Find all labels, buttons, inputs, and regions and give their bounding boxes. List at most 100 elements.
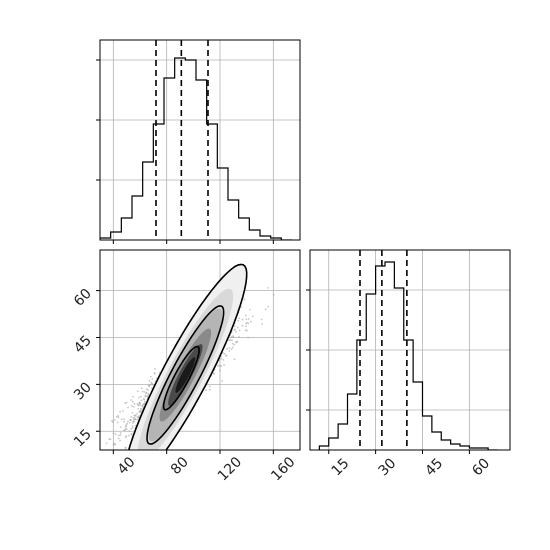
scatter-point — [245, 314, 247, 317]
histogram-y — [318, 261, 498, 450]
scatter-point — [120, 418, 123, 421]
grid-lines — [310, 250, 510, 450]
x-tick-label: 60 — [469, 455, 493, 479]
scatter-point — [218, 364, 221, 367]
scatter-point — [222, 359, 225, 361]
y-tick-label: 15 — [71, 426, 95, 450]
scatter-point — [108, 438, 111, 441]
scatter-point — [70, 463, 72, 465]
scatter-point — [124, 447, 127, 450]
scatter-point — [231, 342, 234, 345]
scatter-point — [124, 428, 127, 430]
scatter-point — [220, 357, 223, 360]
scatter-point — [139, 404, 142, 406]
scatter-point — [127, 420, 129, 423]
scatter-point — [119, 434, 122, 436]
scatter-point — [137, 408, 140, 410]
scatter-point — [272, 293, 275, 296]
scatter-point — [243, 298, 246, 301]
density-level — [175, 357, 196, 393]
scatter-point — [114, 443, 117, 446]
scatter-point — [225, 354, 227, 357]
scatter-point — [138, 414, 141, 417]
scatter-point — [127, 406, 129, 409]
histogram-x — [100, 57, 292, 240]
scatter-point — [233, 358, 236, 361]
scatter-point — [131, 426, 134, 429]
x-tick-label: 45 — [422, 455, 446, 479]
scatter-point — [251, 315, 254, 318]
scatter-point — [205, 389, 208, 392]
scatter-point — [231, 339, 233, 342]
axes-frame — [99, 39, 301, 241]
scatter-point — [96, 444, 98, 446]
joint-scatter-panel: 40 80 120 160 15 30 45 60 — [70, 249, 301, 484]
scatter-point — [140, 463, 142, 465]
scatter-point — [212, 372, 215, 375]
scatter-point — [246, 329, 248, 332]
scatter-point — [117, 437, 120, 440]
scatter-point — [151, 383, 154, 386]
scatter-point — [149, 375, 152, 378]
scatter-point — [112, 443, 115, 446]
scatter-point — [226, 348, 229, 350]
scatter-point — [139, 402, 141, 404]
scatter-point — [236, 340, 239, 343]
scatter-point — [123, 429, 125, 432]
scatter-point — [144, 395, 147, 398]
scatter-point — [143, 391, 146, 393]
scatter-point — [122, 420, 125, 423]
scatter-point — [233, 325, 236, 328]
scatter-point — [130, 427, 133, 430]
scatter-point — [114, 433, 117, 436]
scatter-point — [138, 411, 141, 413]
contour-line — [146, 305, 225, 445]
scatter-point — [114, 419, 116, 421]
x-tick-label: 120 — [215, 454, 245, 484]
x-tick-label: 40 — [115, 454, 139, 478]
scatter-point — [233, 343, 236, 346]
axis-ticks: 15 30 45 60 — [306, 289, 493, 479]
scatter-point — [119, 426, 122, 428]
scatter-point — [158, 371, 161, 374]
scatter-point — [147, 392, 150, 395]
scatter-point — [130, 434, 133, 436]
scatter-point — [124, 426, 127, 428]
scatter-point — [264, 308, 267, 311]
scatter-point — [217, 364, 220, 367]
scatter-point — [219, 369, 221, 372]
scatter-point — [136, 402, 139, 405]
scatter-point — [139, 409, 142, 412]
scatter-point — [145, 392, 147, 395]
scatter-point — [140, 399, 143, 402]
scatter-point — [228, 347, 231, 349]
density-shading — [128, 264, 247, 450]
scatter-point — [245, 325, 248, 327]
scatter-point — [132, 396, 135, 398]
scatter-point — [115, 415, 118, 418]
scatter-point — [223, 352, 226, 355]
scatter-point — [134, 424, 137, 427]
scatter-point — [220, 355, 223, 358]
scatter-point — [117, 414, 119, 417]
scatter-point — [131, 412, 134, 414]
scatter-point — [151, 387, 153, 389]
scatter-point — [249, 308, 251, 311]
scatter-point — [128, 434, 130, 437]
scatter-point — [267, 305, 269, 308]
scatter-point — [138, 396, 140, 399]
scatter-point — [230, 348, 233, 351]
scatter-point — [131, 400, 134, 403]
scatter-point — [208, 388, 211, 391]
scatter-point — [112, 432, 115, 435]
x-tick-label: 30 — [375, 455, 399, 479]
scatter-point — [140, 395, 142, 398]
scatter-point — [141, 408, 143, 411]
scatter-point — [136, 418, 139, 421]
scatter-point — [93, 476, 95, 478]
scatter-point — [130, 415, 133, 418]
scatter-point — [237, 326, 239, 329]
scatter-point — [126, 422, 129, 425]
scatter-point — [137, 416, 140, 418]
scatter-point — [232, 335, 234, 337]
